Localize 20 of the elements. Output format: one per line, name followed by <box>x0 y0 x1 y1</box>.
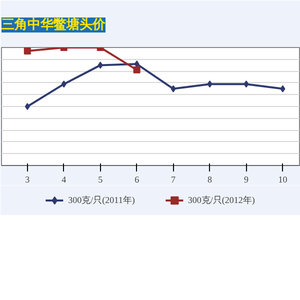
x-tick-label: 3 <box>25 174 30 184</box>
x-tick-label: 7 <box>171 174 176 184</box>
x-tick-label: 9 <box>244 174 249 184</box>
x-tick-label: 8 <box>208 174 213 184</box>
legend-label: 300克/只(2012年) <box>188 194 255 206</box>
point <box>244 80 249 88</box>
legend-label: 300克/只(2011年) <box>68 194 135 206</box>
point <box>61 80 66 88</box>
point <box>207 80 212 88</box>
point <box>24 103 30 110</box>
point <box>280 85 286 92</box>
x-tick-label: 4 <box>62 174 67 184</box>
point <box>133 66 140 74</box>
x-tick-label: 10 <box>278 174 288 184</box>
point <box>170 85 176 92</box>
point <box>24 48 31 55</box>
chart-title: 三角中华鳖塘头价 <box>2 16 106 32</box>
x-tick-label: 6 <box>134 174 140 184</box>
point <box>98 62 103 69</box>
x-tick-label: 5 <box>98 174 104 184</box>
